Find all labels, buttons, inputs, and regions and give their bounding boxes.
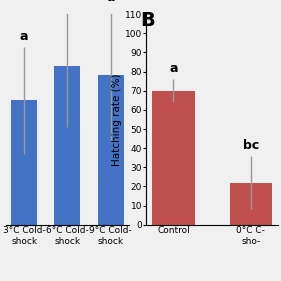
Text: a: a [20,30,28,43]
Bar [11,100,37,225]
Bar [55,66,80,225]
Y-axis label: Hatching rate (%): Hatching rate (%) [112,73,122,166]
Text: a: a [169,62,178,75]
Text: a: a [63,0,72,1]
Bar [98,75,124,225]
Text: bc: bc [243,139,259,152]
Text: a: a [106,0,115,4]
Text: B: B [140,11,155,30]
Bar [152,91,195,225]
Bar [230,183,272,225]
